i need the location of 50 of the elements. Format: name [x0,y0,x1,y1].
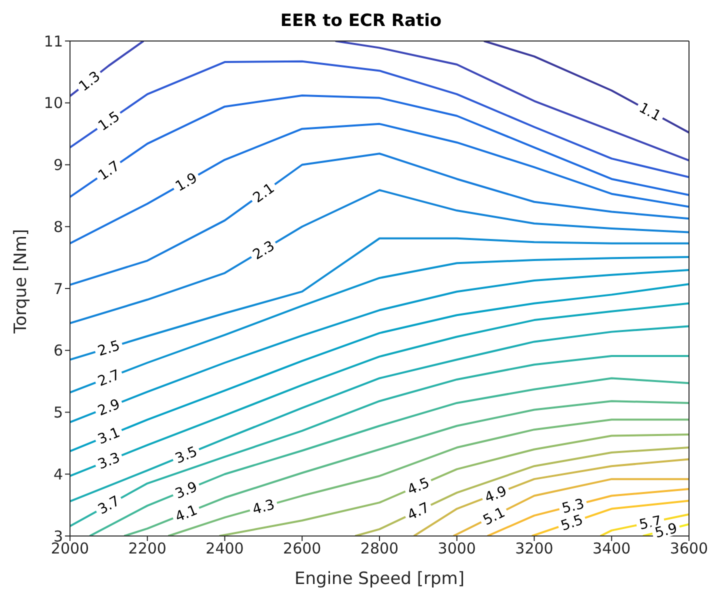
x-axis-title: Engine Speed [rpm] [294,569,464,589]
y-tick-label: 10 [44,94,63,112]
text: 1.1 [636,100,664,125]
text: 3.7 [96,493,123,518]
text: 2.7 [96,367,122,390]
text: 2.1 [250,180,278,206]
y-tick-label: 9 [53,156,63,174]
text: 4.5 [405,475,432,499]
text: 4.9 [482,483,510,506]
text: 5.5 [558,512,586,535]
text: 3.5 [173,444,200,468]
x-tick-label: 3600 [670,540,708,558]
x-tick-label: 2200 [128,540,166,558]
line-series [482,41,689,134]
line-series [70,268,689,424]
text: 2.3 [250,238,278,264]
chart-title: EER to ECR Ratio [279,10,443,33]
text: 4.7 [405,500,432,524]
line-series [167,418,689,536]
y-tick-label: 11 [44,32,63,50]
y-tick-label: 6 [53,342,63,360]
line-series [70,302,689,477]
text: 1.7 [96,158,123,184]
text: 3.9 [173,479,200,502]
text: 3.3 [96,450,122,473]
y-tick-label: 7 [53,280,63,298]
x-tick-label: 3000 [438,540,476,558]
text: 4.1 [173,502,200,526]
text: 5.1 [480,504,508,529]
text: 3.1 [96,424,122,448]
text: 1.3 [76,68,104,95]
x-tick-label: 2400 [206,540,244,558]
y-tick-label: 4 [53,465,63,484]
x-tick-label: 2800 [360,540,399,558]
y-tick-label: 8 [53,218,63,236]
y-axis-title: Torque [Nm] [11,228,32,334]
text: 4.3 [250,496,277,518]
text: 1.5 [96,108,123,135]
text: 1.9 [172,170,200,196]
text: 2.5 [96,338,122,360]
text: 2.9 [96,396,122,420]
x-tick-label: 3400 [592,540,631,558]
x-tick-label: 2600 [283,540,322,558]
line-series [70,152,689,286]
y-tick-label: 5 [53,404,63,422]
x-tick-label: 3200 [515,540,554,558]
line-series [123,400,689,536]
line-series [70,237,689,361]
line-series [218,434,689,536]
line-series [354,446,689,536]
